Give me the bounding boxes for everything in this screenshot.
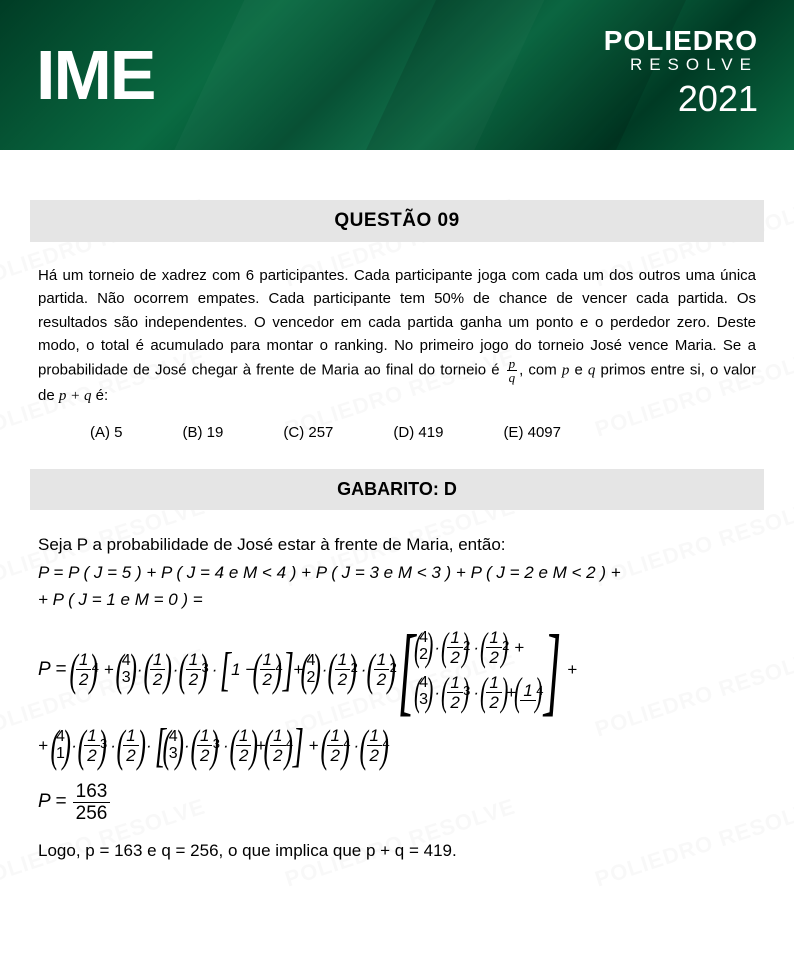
var-q: q <box>588 362 596 378</box>
solution-block: Seja P a probabilidade de José estar à f… <box>0 532 794 893</box>
conj-e: e <box>569 361 588 378</box>
fraction-numerator: p <box>507 357 518 371</box>
var-pplusq: p + q <box>59 388 92 404</box>
question-text-2: , com <box>519 361 562 378</box>
solution-eq-line2: + P ( J = 1 e M = 0 ) = <box>38 587 756 613</box>
question-title: QUESTÃO 09 <box>30 200 764 242</box>
brand-year: 2021 <box>604 76 758 123</box>
logo-ime: IME <box>36 35 154 115</box>
option-e: (E) 4097 <box>503 424 561 441</box>
option-d: (D) 419 <box>393 424 443 441</box>
result-den: 256 <box>73 803 111 824</box>
question-body: Há um torneio de xadrez com 6 participan… <box>0 264 794 408</box>
brand-name: POLIEDRO <box>604 27 758 55</box>
solution-eq-line1: P = P ( J = 5 ) + P ( J = 4 e M < 4 ) + … <box>38 560 756 586</box>
fraction-denominator: q <box>507 371 518 384</box>
solution-intro: Seja P a probabilidade de José estar à f… <box>38 532 756 558</box>
solution-conclusion: Logo, p = 163 e q = 256, o que implica q… <box>38 838 756 864</box>
brand-subtitle: RESOLVE <box>604 55 758 75</box>
exam-header: IME POLIEDRO RESOLVE 2021 <box>0 0 794 150</box>
result-num: 163 <box>73 781 111 803</box>
answer-key-title: GABARITO: D <box>30 469 764 510</box>
option-c: (C) 257 <box>283 424 333 441</box>
solution-big-eq: P = ( 12 )4 + ( 43 ) · ( 12 ) · ( 12 )3 … <box>38 627 756 824</box>
option-a: (A) 5 <box>90 424 123 441</box>
brand-block: POLIEDRO RESOLVE 2021 <box>604 27 758 122</box>
options-row: (A) 5 (B) 19 (C) 257 (D) 419 (E) 4097 <box>0 408 794 441</box>
option-b: (B) 19 <box>183 424 224 441</box>
question-text-4: é: <box>96 387 109 404</box>
fraction-pq: p q <box>507 357 518 384</box>
